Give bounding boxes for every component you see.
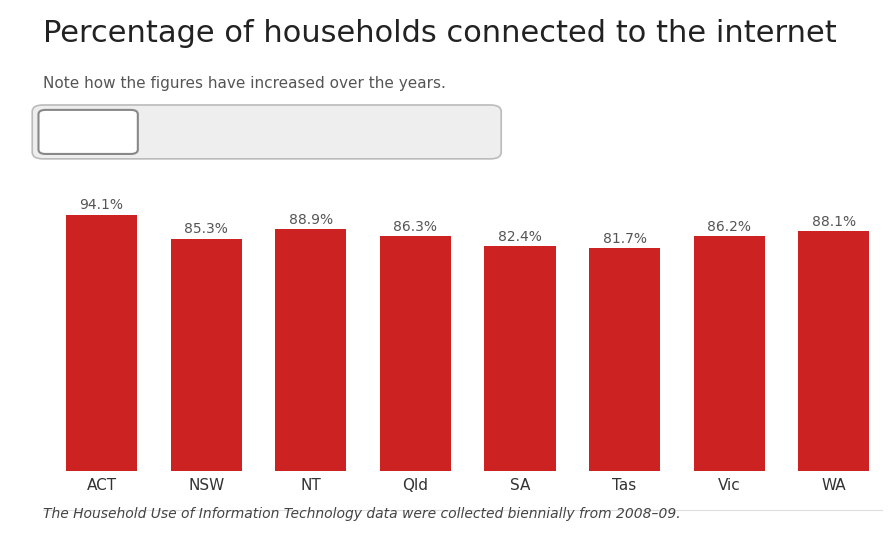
Text: 2007–08: 2007–08 bbox=[416, 124, 475, 138]
Text: 85.3%: 85.3% bbox=[184, 222, 228, 236]
Text: The Household Use of Information Technology data were collected biennially from : The Household Use of Information Technol… bbox=[43, 507, 679, 521]
Text: 2012–13: 2012–13 bbox=[148, 124, 207, 138]
Bar bbox=[66, 214, 137, 471]
Text: 86.3%: 86.3% bbox=[392, 220, 437, 234]
Text: 88.1%: 88.1% bbox=[811, 215, 855, 228]
Bar bbox=[797, 231, 868, 471]
Text: 82.4%: 82.4% bbox=[497, 230, 541, 244]
Bar bbox=[171, 238, 241, 471]
Text: 94.1%: 94.1% bbox=[80, 199, 123, 213]
Text: 81.7%: 81.7% bbox=[602, 232, 645, 246]
Text: 2008–09: 2008–09 bbox=[326, 124, 385, 138]
Bar bbox=[274, 228, 346, 471]
Bar bbox=[693, 236, 763, 471]
Text: 2010–11: 2010–11 bbox=[237, 124, 296, 138]
Text: 86.2%: 86.2% bbox=[706, 220, 750, 234]
Text: Percentage of households connected to the internet: Percentage of households connected to th… bbox=[43, 19, 836, 48]
Text: 88.9%: 88.9% bbox=[289, 213, 333, 226]
Text: 2014–15: 2014–15 bbox=[55, 124, 121, 138]
Text: Note how the figures have increased over the years.: Note how the figures have increased over… bbox=[43, 76, 445, 91]
Bar bbox=[484, 246, 555, 471]
Bar bbox=[588, 248, 660, 471]
Bar bbox=[379, 236, 451, 471]
